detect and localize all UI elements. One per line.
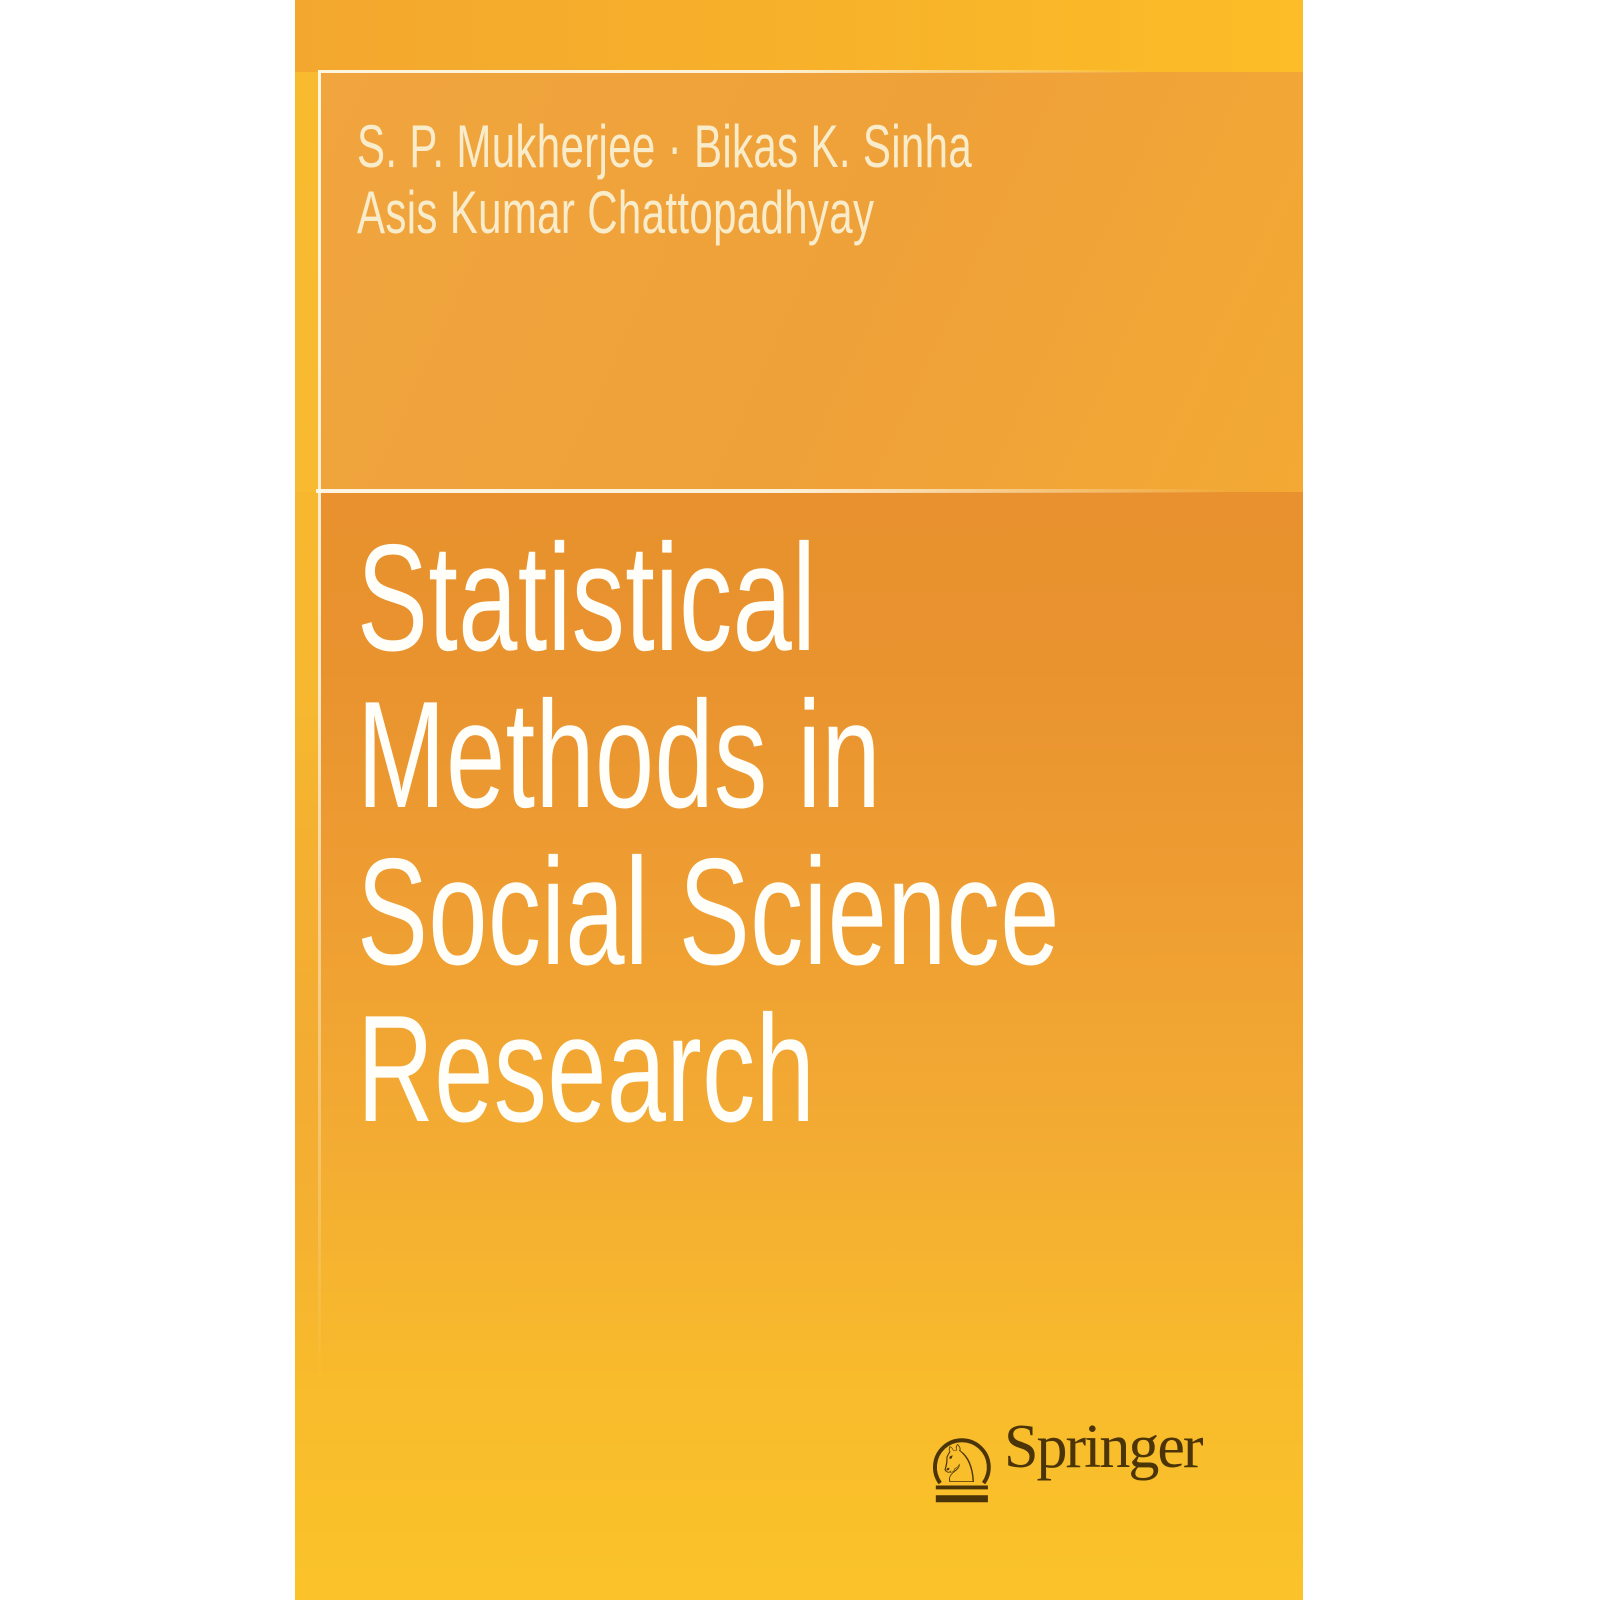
book-title-line-4: Research (357, 984, 816, 1154)
title-panel (295, 492, 1303, 1600)
springer-horse-knight-icon: ♘ (932, 1435, 991, 1503)
book-title: Statistical Methods in Social Science Re… (357, 520, 1060, 1148)
panel-divider-rule (316, 489, 1256, 493)
author-line-2: Asis Kumar Chattopadhyay (357, 179, 875, 246)
author-names: S. P. Mukherjee · Bikas K. Sinha Asis Ku… (357, 114, 972, 246)
panel-border-left-rule (318, 70, 321, 1440)
author-line-1: S. P. Mukherjee · Bikas K. Sinha (357, 113, 973, 180)
panel-border-top-rule (318, 70, 1148, 73)
springer-logo: ♘ Springer (928, 1413, 1204, 1530)
book-title-line-1: Statistical (357, 513, 817, 683)
book-title-line-2: Methods in (357, 670, 881, 840)
publisher-wordmark: Springer (1004, 1413, 1204, 1481)
knight-glyph: ♘ (936, 1435, 983, 1495)
book-cover: S. P. Mukherjee · Bikas K. Sinha Asis Ku… (295, 0, 1303, 1600)
book-title-line-3: Social Science (357, 827, 1060, 997)
left-gutter-strip (295, 72, 318, 1222)
author-panel (295, 72, 1303, 492)
cover-top-strip (295, 0, 1303, 72)
